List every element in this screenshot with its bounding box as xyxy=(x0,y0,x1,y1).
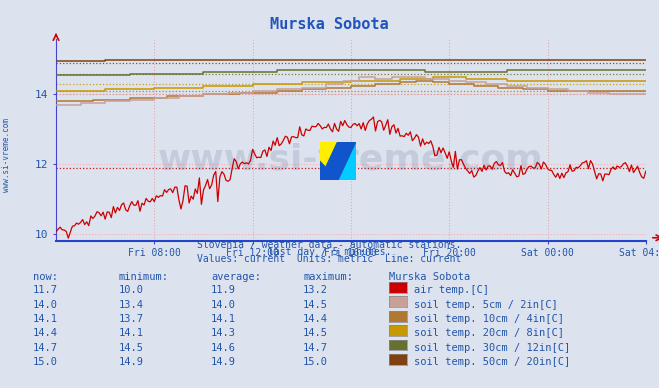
Text: 11.9: 11.9 xyxy=(211,285,236,295)
Text: 14.1: 14.1 xyxy=(33,314,58,324)
Text: 13.2: 13.2 xyxy=(303,285,328,295)
Bar xyxy=(338,142,356,180)
Text: air temp.[C]: air temp.[C] xyxy=(414,285,489,295)
Bar xyxy=(320,142,338,180)
Text: 11.7: 11.7 xyxy=(33,285,58,295)
Text: 14.1: 14.1 xyxy=(211,314,236,324)
Text: 13.7: 13.7 xyxy=(119,314,144,324)
Text: www.si-vreme.com: www.si-vreme.com xyxy=(2,118,11,192)
Text: Murska Sobota: Murska Sobota xyxy=(389,272,470,282)
Text: minimum:: minimum: xyxy=(119,272,169,282)
Text: soil temp. 20cm / 8in[C]: soil temp. 20cm / 8in[C] xyxy=(414,328,564,338)
Text: soil temp. 5cm / 2in[C]: soil temp. 5cm / 2in[C] xyxy=(414,300,558,310)
Text: www.si-vreme.com: www.si-vreme.com xyxy=(158,143,544,177)
Text: maximum:: maximum: xyxy=(303,272,353,282)
Text: 14.0: 14.0 xyxy=(211,300,236,310)
Text: Slovenia / weather data - automatic stations.: Slovenia / weather data - automatic stat… xyxy=(197,240,462,250)
Text: 14.4: 14.4 xyxy=(33,328,58,338)
Text: 14.5: 14.5 xyxy=(119,343,144,353)
Text: 15.0: 15.0 xyxy=(303,357,328,367)
Text: Values: current  Units: metric  Line: current: Values: current Units: metric Line: curr… xyxy=(197,254,462,264)
Text: last day / 5 minutes.: last day / 5 minutes. xyxy=(268,247,391,257)
Text: 14.9: 14.9 xyxy=(119,357,144,367)
Text: 15.0: 15.0 xyxy=(33,357,58,367)
Text: Murska Sobota: Murska Sobota xyxy=(270,17,389,33)
Text: 14.0: 14.0 xyxy=(33,300,58,310)
Text: 14.9: 14.9 xyxy=(211,357,236,367)
Polygon shape xyxy=(320,161,338,180)
Polygon shape xyxy=(320,142,356,180)
Text: average:: average: xyxy=(211,272,261,282)
Text: 14.4: 14.4 xyxy=(303,314,328,324)
Text: soil temp. 30cm / 12in[C]: soil temp. 30cm / 12in[C] xyxy=(414,343,570,353)
Text: 14.1: 14.1 xyxy=(119,328,144,338)
Text: 14.3: 14.3 xyxy=(211,328,236,338)
Text: 14.5: 14.5 xyxy=(303,328,328,338)
Text: soil temp. 10cm / 4in[C]: soil temp. 10cm / 4in[C] xyxy=(414,314,564,324)
Text: 14.5: 14.5 xyxy=(303,300,328,310)
Text: 13.4: 13.4 xyxy=(119,300,144,310)
Text: soil temp. 50cm / 20in[C]: soil temp. 50cm / 20in[C] xyxy=(414,357,570,367)
Text: 14.6: 14.6 xyxy=(211,343,236,353)
Text: 10.0: 10.0 xyxy=(119,285,144,295)
Text: 14.7: 14.7 xyxy=(33,343,58,353)
Text: now:: now: xyxy=(33,272,58,282)
Text: 14.7: 14.7 xyxy=(303,343,328,353)
